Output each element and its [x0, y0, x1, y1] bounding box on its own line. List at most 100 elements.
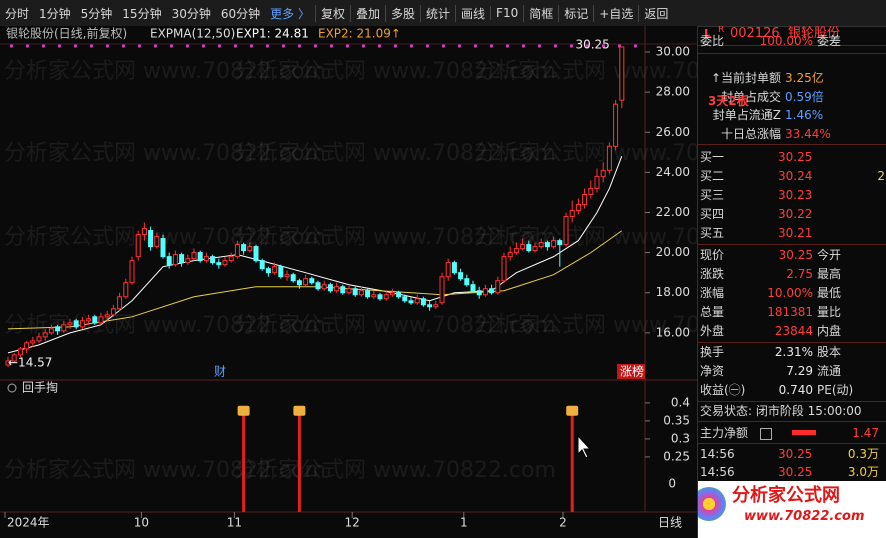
candle-body — [439, 276, 445, 304]
x-tick-label: 11 — [227, 516, 242, 530]
tool-button[interactable]: 叠加 — [349, 4, 385, 22]
candle-body — [482, 288, 488, 296]
x-tick-label: 2024年 — [7, 516, 50, 530]
candle-body — [365, 290, 371, 298]
candle-body — [148, 230, 154, 248]
divider — [698, 244, 886, 245]
chart-bg — [0, 26, 697, 538]
y-tick-label: 0.35 — [663, 413, 690, 427]
tick-price: 30.25 — [778, 465, 813, 479]
field-label: 最高 — [817, 267, 842, 281]
tool-button[interactable]: F10 — [490, 6, 523, 20]
period-tab[interactable]: 5分钟 — [80, 6, 113, 21]
tool-button[interactable]: 返回 — [638, 4, 673, 22]
more-button[interactable]: 更多 〉 — [270, 6, 310, 21]
seal-value: 1.46% — [785, 108, 824, 122]
candle-body — [569, 209, 575, 218]
period-tab[interactable]: 1分钟 — [39, 6, 71, 21]
main-net-icon — [760, 428, 772, 440]
candle-body — [402, 296, 408, 302]
logo-flower — [698, 487, 726, 521]
candle-body — [575, 203, 581, 211]
signal-bar — [570, 413, 574, 512]
x-tick-label: 2 — [559, 516, 567, 530]
candle-body — [24, 342, 30, 350]
bid-price: 30.21 — [778, 226, 813, 240]
signal-bar — [297, 413, 301, 512]
candle-body — [73, 320, 79, 328]
candle-body — [532, 246, 538, 252]
candle-body — [110, 308, 116, 316]
field-label: 最低 — [817, 286, 842, 300]
candle-body — [513, 248, 519, 254]
field-value: 2.75 — [786, 267, 813, 281]
candle-body — [334, 286, 340, 292]
signal-bar — [242, 413, 246, 512]
candle-body — [606, 145, 612, 171]
candle-body — [265, 268, 271, 274]
tool-button[interactable]: 标记 — [558, 4, 593, 22]
candle-body — [117, 296, 123, 310]
signal-icon — [237, 405, 250, 416]
period-tab[interactable]: 30分钟 — [171, 6, 211, 21]
candle-body — [141, 228, 147, 236]
watermark: 分析家公式网 www.70822.com — [474, 141, 697, 166]
main-net-value: 1.47 — [852, 426, 879, 440]
candle-body — [594, 175, 600, 189]
candle-body — [92, 316, 98, 324]
candle-body — [42, 332, 48, 338]
candle-body — [17, 348, 23, 356]
code-prefix: L — [704, 27, 712, 41]
stock-name: 银轮股份 — [788, 26, 841, 41]
y-tick-label: 26.00 — [656, 125, 690, 139]
watermark: 分析家公式网 www.70822.com — [234, 225, 556, 250]
candle-body — [445, 262, 451, 278]
candle-body — [55, 326, 61, 332]
period-label: 日线 — [658, 516, 682, 530]
tool-button[interactable]: 多股 — [385, 4, 420, 22]
bid-price: 30.24 — [778, 169, 813, 183]
bid-price: 30.25 — [778, 150, 813, 164]
candle-body — [30, 340, 36, 344]
seal-label: 封单占成交 — [720, 89, 781, 104]
candle-body — [476, 290, 482, 296]
x-tick-label: 12 — [345, 516, 360, 530]
y-tick-label: 28.00 — [656, 85, 690, 99]
candle-body — [129, 260, 135, 284]
candle-body — [619, 46, 625, 101]
candle-body — [340, 286, 346, 294]
tool-button[interactable]: 复权 — [314, 4, 350, 22]
tool-button[interactable]: 画线 — [455, 4, 490, 22]
candle-body — [241, 244, 247, 252]
limit-tag: 涨榜 — [620, 364, 644, 379]
candle-body — [191, 252, 197, 260]
period-tab[interactable]: 15分钟 — [122, 6, 162, 21]
candle-body — [588, 187, 594, 195]
candle-body — [433, 304, 439, 308]
field-value: 23844 — [774, 324, 813, 338]
exp1-label: EXP1: 24.81 — [236, 27, 309, 41]
field-label: 委差 — [817, 34, 842, 48]
field-label: 收益(㊀) — [700, 383, 746, 397]
candle-body — [582, 193, 588, 205]
tool-button[interactable]: +自选 — [593, 4, 638, 22]
candle-body — [563, 216, 569, 246]
tool-button[interactable]: 简框 — [523, 4, 558, 22]
candle-body — [420, 298, 426, 306]
candle-body — [228, 256, 234, 262]
tool-button[interactable]: 统计 — [420, 4, 455, 22]
candle-body — [67, 322, 73, 326]
candle-body — [48, 328, 54, 334]
period-tab[interactable]: 60分钟 — [220, 6, 261, 21]
low-label: ←14.57 — [8, 356, 52, 370]
y-tick-label: 16.00 — [656, 325, 690, 339]
stock-code: 002126 — [730, 26, 780, 41]
candle-body — [309, 278, 315, 284]
candle-body — [389, 292, 395, 296]
period-tab[interactable]: 分时 — [5, 6, 30, 21]
field-label: 现价 — [700, 248, 725, 262]
candle-body — [538, 242, 544, 248]
watermark: 分析家公式网 www.70822.com — [234, 313, 556, 338]
candle-body — [296, 280, 302, 286]
